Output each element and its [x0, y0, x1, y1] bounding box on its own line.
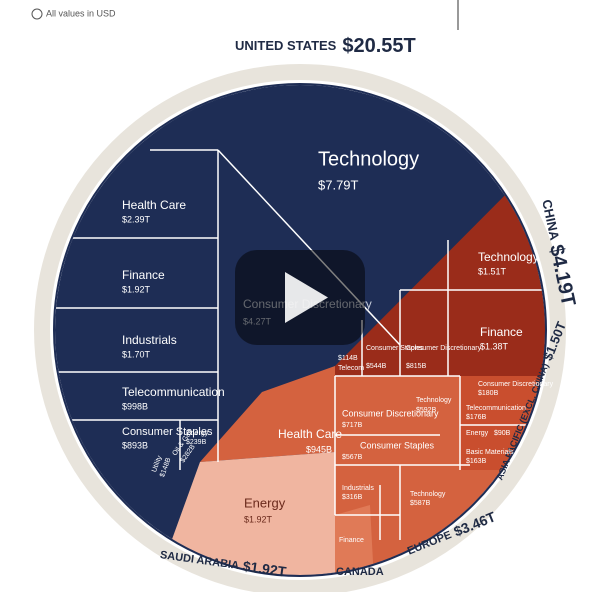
circle-edge	[53, 83, 547, 577]
sector-value: $1.92T	[122, 284, 151, 294]
sector-value: $1.51T	[478, 266, 507, 276]
sector-name: Consumer Staples	[122, 426, 213, 438]
sector-value: $1.38T	[480, 341, 509, 351]
sector-name: Basic Materials	[466, 449, 514, 456]
sector-value: $592B	[416, 407, 437, 414]
sector-name: Consumer Staples	[366, 345, 424, 352]
sector-name: Telecommunication	[466, 405, 526, 412]
sector-name: Health Care	[278, 427, 342, 441]
sector-value: $1.92T	[244, 514, 273, 524]
sector-value: $1.70T	[122, 349, 151, 359]
region-china	[335, 160, 545, 376]
sector-name: Technology	[478, 250, 539, 264]
sector-name: Consumer Staples	[360, 440, 435, 450]
sector-value: $90B	[494, 430, 511, 437]
sector-name: Finance	[480, 325, 523, 339]
sector-name: Finance	[339, 537, 364, 544]
sector-value: $163B	[466, 458, 487, 465]
sector-value: $567B	[342, 454, 363, 461]
sector-value: $180B	[478, 390, 499, 397]
sector-value: $316B	[342, 494, 363, 501]
europe-labels: Health Care $945B Consumer Discretionary…	[278, 408, 446, 543]
region-total: $20.55T	[342, 35, 415, 57]
sector-name: Energy	[466, 430, 489, 437]
sector-name: Energy	[186, 430, 209, 437]
sector-value: $587B	[410, 500, 431, 507]
outer-ring	[34, 64, 566, 592]
sector-value: $815B	[406, 363, 427, 370]
sector-value: $945B	[306, 444, 332, 454]
sector-name: Telecommunication	[122, 385, 225, 399]
usd-icon	[31, 8, 43, 20]
region-canada	[335, 505, 375, 575]
note: All values in USD	[46, 8, 116, 18]
sector-value: $176B	[466, 414, 487, 421]
sector-name: Finance	[122, 268, 165, 282]
sector-value: $239B	[186, 439, 207, 446]
sector-value: $717B	[342, 422, 363, 429]
region-name: CANADA	[336, 566, 384, 578]
region-name: UNITED STATES	[235, 38, 337, 53]
sector-name: Consumer Discretionary	[478, 381, 554, 388]
sector-name: Technology	[416, 397, 452, 404]
sector-name: Industrials	[342, 485, 374, 492]
sector-value: $114B	[338, 355, 358, 362]
sector-name: Technology	[318, 148, 419, 170]
dividers	[55, 149, 545, 540]
sector-name: Consumer Discretionary	[406, 345, 482, 352]
region-label: UNITED STATES $20.55T	[235, 35, 416, 57]
apac-labels: Technology $592B Consumer Discretionary …	[416, 381, 554, 465]
sector-name: Consumer Discretionary	[342, 408, 439, 418]
sector-name: Health Care	[122, 198, 186, 212]
sector-value: $998B	[122, 401, 148, 411]
sector-name: Technology	[410, 491, 446, 498]
sector-value: $544B	[366, 363, 387, 370]
sector-name: Energy	[244, 495, 286, 510]
region-total: $1.92T	[242, 557, 288, 579]
china-labels: Technology $1.51T Finance $1.38T Consume…	[338, 250, 539, 372]
sector-value: $2.39T	[122, 214, 151, 224]
play-button[interactable]	[235, 250, 365, 345]
sector-name: Telecom	[338, 365, 364, 372]
sector-value: $893B	[122, 440, 148, 450]
sector-value: $7.79T	[318, 177, 359, 192]
sector-name: Industrials	[122, 333, 177, 347]
